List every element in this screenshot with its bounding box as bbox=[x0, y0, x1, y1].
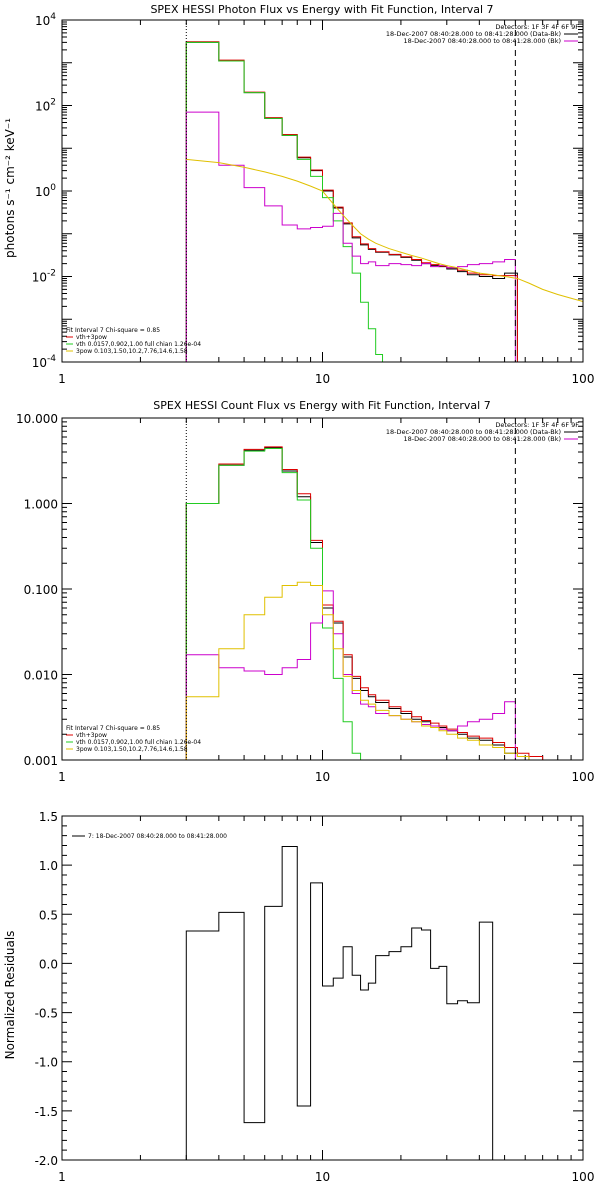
count-flux-chart: SPEX HESSI Count Flux vs Energy with Fit… bbox=[16, 399, 594, 784]
x-tick-label: 100 bbox=[572, 1170, 595, 1184]
fit-legend-entry: 3pow 0.103,1.50,10.2,7.76,14.6,1.58 bbox=[76, 348, 188, 355]
y-tick-label: 1.0 bbox=[39, 859, 58, 873]
y-tick-label: 0.100 bbox=[24, 583, 58, 597]
fit-legend-entry: Fit Interval 7 Chi-square = 0.85 bbox=[66, 725, 160, 732]
series-line bbox=[185, 845, 494, 1160]
detector-info: Detectors: 1F 3F 4F 6F 9F bbox=[495, 23, 579, 31]
y-tick-label: 10.000 bbox=[16, 412, 58, 426]
detector-info: 18-Dec-2007 08:40:28.000 to 08:41:28.000… bbox=[404, 37, 562, 45]
series-line bbox=[186, 158, 583, 302]
fit-legend-entry: 3pow 0.103,1.50,10.2,7.76,14.6,1.58 bbox=[76, 746, 188, 753]
x-tick-label: 100 bbox=[572, 770, 595, 784]
residuals-plot: 1 10 100 -2.0 -1.5 -1.0 -0.5 0.0 0.5 1.0 1.5 7: 18-… bbox=[35, 810, 595, 1184]
series-line bbox=[185, 446, 558, 760]
y-tick-label: 1.000 bbox=[24, 498, 58, 512]
fit-legend-entry: vth+3pow bbox=[76, 732, 107, 739]
x-tick-label: 1 bbox=[58, 770, 66, 784]
y-tick-label: -1.0 bbox=[35, 1056, 58, 1070]
y-tick-label: 0.0 bbox=[39, 957, 58, 971]
fit-legend-entry: vth 0.0157,0.902,1.00 full chian 1.26e-0… bbox=[76, 739, 201, 746]
y-tick-label: -0.5 bbox=[35, 1007, 58, 1021]
residuals-ylabel: Normalized Residuals bbox=[3, 931, 17, 1060]
photon-flux-ylabel: photons s⁻¹ cm⁻² keV⁻¹ bbox=[3, 118, 17, 258]
plot-frame bbox=[61, 19, 584, 363]
y-tick-label: 0.001 bbox=[24, 754, 58, 768]
x-tick-label: 1 bbox=[58, 1170, 66, 1184]
series-line bbox=[185, 447, 362, 760]
y-tick-label: 0.010 bbox=[24, 669, 58, 683]
x-tick-label: 10 bbox=[315, 1170, 330, 1184]
plot-frame bbox=[61, 815, 584, 1161]
detector-info: 18-Dec-2007 08:40:28.000 to 08:41:28.000… bbox=[386, 30, 561, 38]
y-tick-label: -2.0 bbox=[35, 1154, 58, 1168]
residuals-chart: Normalized Residuals 1 10 100 -2.0 -1.5 -1.0 -… bbox=[3, 810, 594, 1184]
series-line bbox=[185, 41, 384, 362]
residuals-legend: 7: 18-Dec-2007 08:40:28.000 to 08:41:28.… bbox=[88, 833, 227, 840]
fit-legend-entry: vth 0.0157,0.902,1.00 full chian 1.26e-0… bbox=[76, 341, 201, 348]
y-tick-label: 0.5 bbox=[39, 908, 58, 922]
x-tick-label: 1 bbox=[58, 372, 66, 386]
y-tick-label: 1.5 bbox=[39, 810, 58, 824]
photon-flux-chart: SPEX HESSI Photon Flux vs Energy with Fi… bbox=[3, 3, 594, 386]
detector-info: 18-Dec-2007 08:40:28.000 to 08:41:28.000… bbox=[386, 428, 561, 436]
series-line bbox=[185, 111, 516, 362]
count-flux-plot: 1 10 100 0.001 0.010 0.100 1.000 10.000 Detector… bbox=[16, 412, 594, 784]
plot-frame bbox=[61, 417, 584, 761]
x-tick-label: 100 bbox=[572, 372, 595, 386]
y-tick-label: -1.5 bbox=[35, 1105, 58, 1119]
series-line bbox=[185, 581, 559, 760]
fit-legend-entry: Fit Interval 7 Chi-square = 0.85 bbox=[66, 327, 160, 334]
x-tick-label: 10 bbox=[315, 770, 330, 784]
count-flux-title: SPEX HESSI Count Flux vs Energy with Fit… bbox=[153, 399, 490, 412]
series-line bbox=[185, 447, 559, 760]
photon-flux-title: SPEX HESSI Photon Flux vs Energy with Fi… bbox=[150, 3, 493, 16]
detector-info: Detectors: 1F 3F 4F 6F 9F bbox=[495, 421, 579, 429]
x-tick-label: 10 bbox=[315, 372, 330, 386]
detector-info: 18-Dec-2007 08:40:28.000 to 08:41:28.000… bbox=[404, 435, 562, 443]
fit-legend-entry: vth+3pow bbox=[76, 334, 107, 341]
